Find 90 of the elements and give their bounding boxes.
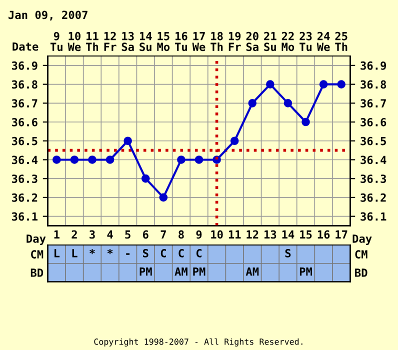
y-tick-label: 36.1 (12, 212, 38, 221)
y-tick-label: 36.2 (12, 193, 38, 202)
x-tick-label: 1 (54, 230, 60, 239)
y2-tick-label: 36.9 (360, 61, 386, 70)
y-tick-label: 36.9 (12, 61, 38, 70)
point (266, 80, 274, 88)
text: C (196, 249, 202, 258)
x-tick-label: 9 (196, 230, 202, 239)
point (302, 118, 310, 126)
x2-tick-label: 25 Th (335, 32, 348, 51)
x-tick-label: 2 (72, 230, 77, 239)
x2-tick-label: 12 Fr (104, 32, 116, 51)
x-tick-label: 6 (142, 230, 148, 239)
point (230, 136, 239, 146)
x-tick-label: 13 (264, 230, 276, 239)
point (177, 156, 186, 164)
x2-tick-label: 24 We (316, 32, 330, 52)
text: PM (193, 268, 206, 276)
x2-tick-label: 23 Tu (300, 32, 312, 52)
x2-tick-label: 13 Sa (122, 32, 134, 52)
y-tick-label: 36.4 (12, 156, 38, 164)
x-tick-label: 7 (160, 230, 166, 239)
y2-tick-label: 36.1 (360, 212, 386, 221)
point (88, 156, 96, 164)
x-tick-label: 5 (125, 230, 130, 239)
y-tick-label: 36.5 (12, 136, 38, 146)
x-tick-label: 12 (246, 230, 258, 239)
x-tick-label: 3 (90, 230, 95, 239)
text: Day (352, 234, 372, 245)
point (106, 156, 114, 164)
x-axis-title: Day (26, 234, 46, 245)
x2-tick-label: 10 We (68, 32, 81, 52)
point (141, 174, 150, 183)
x-tick-label: 11 (228, 230, 241, 239)
x2-tick-label: 16 Tu (175, 32, 188, 52)
point (194, 156, 204, 164)
x2-axis-title: Date (12, 42, 38, 51)
y2-tick-label: 36.3 (360, 174, 386, 183)
x-tick-label: 17 (336, 230, 348, 239)
x2-tick-label: 18 Th (210, 32, 223, 51)
y-tick-label: 36.8 (12, 80, 38, 89)
x2-tick-label: 15 Mo (157, 32, 170, 52)
x2-tick-label: 9 Tu (50, 32, 62, 52)
x-tick-label: 10 (211, 230, 223, 239)
x-tick-label: 4 (107, 230, 113, 239)
x-tick-label: 15 (300, 230, 312, 239)
y2-tick-label: CM (355, 250, 368, 259)
point (124, 136, 132, 146)
text: Copyright 1998-2007 - All Rights Reserved. (94, 338, 302, 346)
text: S (285, 249, 291, 258)
point (284, 98, 292, 108)
text: PM (300, 268, 312, 276)
y-tick-label: 36.6 (12, 118, 38, 126)
y2-tick-label: 36.5 (360, 136, 386, 146)
x-tick-label: 16 (318, 230, 330, 239)
text: C (160, 249, 166, 258)
x2-tick-label: 19 Fr (228, 32, 241, 51)
y-tick-label: 36.7 (12, 99, 38, 108)
text: L (54, 249, 60, 258)
y-tick-label: 36.3 (12, 174, 38, 183)
x2-tick-label: 17 We (192, 32, 206, 52)
text: S (142, 249, 148, 258)
point (319, 80, 328, 88)
x2-tick-label: 20 Sa (246, 32, 258, 52)
x-tick-label: 8 (178, 230, 184, 239)
text: L (72, 249, 78, 258)
x-tick-label: 14 (282, 230, 294, 239)
y2-tick-label: 36.6 (360, 118, 386, 126)
x2-tick-label: 11 Th (86, 32, 98, 51)
text: * (107, 249, 113, 254)
x2-tick-label: 22 Mo (282, 32, 294, 52)
text: * (90, 249, 95, 254)
y2-tick-label: 36.8 (360, 80, 386, 89)
text: C (178, 249, 184, 258)
point (248, 98, 257, 108)
point (70, 156, 79, 164)
y2-tick-label: 36.2 (360, 193, 386, 202)
y2-tick-label: 36.7 (360, 99, 386, 108)
text: AM (246, 268, 259, 276)
text: - (126, 253, 130, 255)
x2-tick-label: 21 Su (264, 32, 276, 52)
y2-tick-label: 36.4 (360, 156, 386, 164)
y2-tick-label: BD (355, 268, 368, 277)
point (337, 80, 346, 88)
text: AM (174, 268, 188, 276)
point (159, 193, 168, 202)
x2-tick-label: 14 Su (140, 32, 152, 52)
point (52, 156, 61, 164)
chart-title: Jan 09, 2007 (8, 10, 88, 20)
text: PM (140, 268, 152, 276)
